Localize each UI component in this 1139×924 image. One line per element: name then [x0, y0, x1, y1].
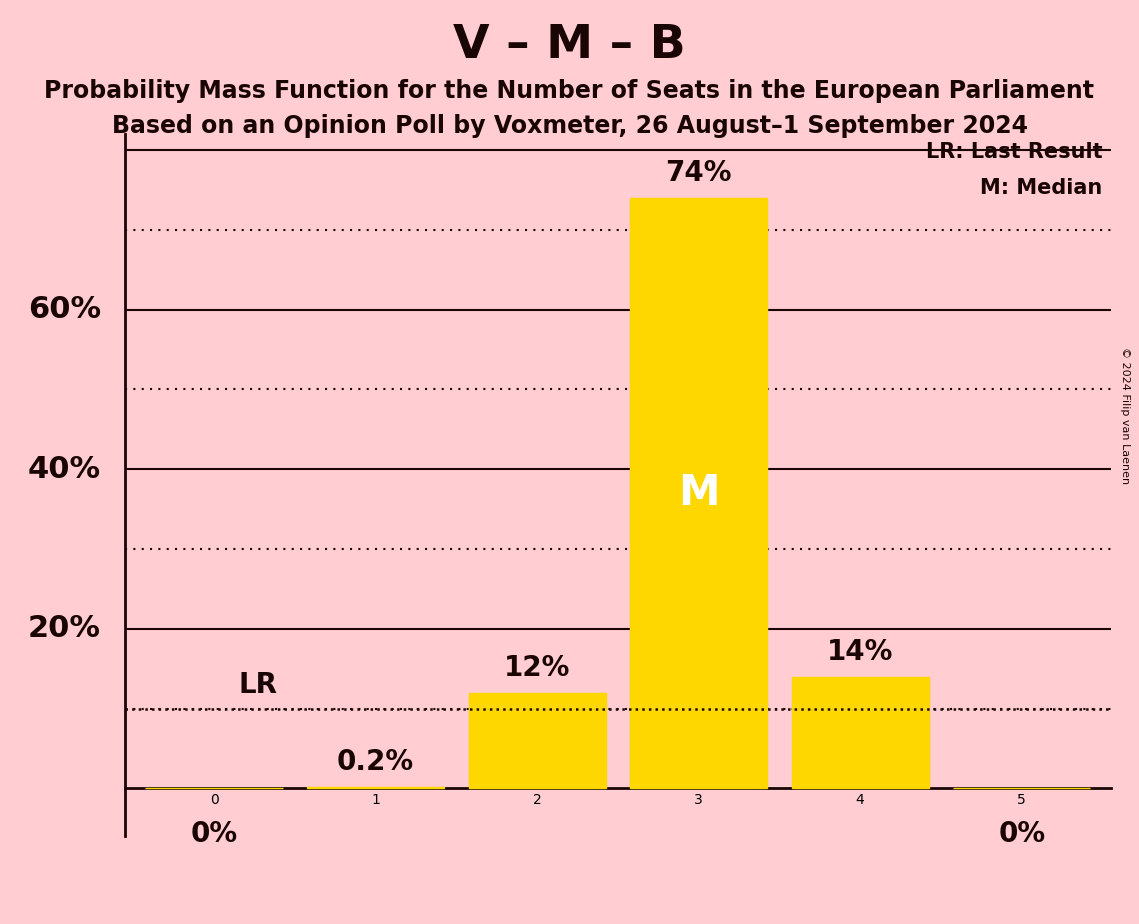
Text: 0%: 0%	[190, 821, 238, 848]
Text: 60%: 60%	[28, 295, 101, 324]
Text: LR: LR	[238, 671, 278, 699]
Text: LR: Last Result: LR: Last Result	[926, 142, 1103, 162]
Text: 12%: 12%	[503, 654, 571, 682]
Text: Probability Mass Function for the Number of Seats in the European Parliament: Probability Mass Function for the Number…	[44, 79, 1095, 103]
Text: M: Median: M: Median	[981, 177, 1103, 198]
Bar	[630, 198, 768, 788]
Text: 74%: 74%	[665, 160, 732, 188]
Text: M: M	[678, 472, 720, 514]
Bar	[468, 693, 606, 788]
Text: 0%: 0%	[998, 821, 1046, 848]
Text: V – M – B: V – M – B	[453, 23, 686, 68]
Text: © 2024 Filip van Laenen: © 2024 Filip van Laenen	[1121, 347, 1130, 484]
Text: 0.2%: 0.2%	[337, 748, 415, 776]
Text: 14%: 14%	[827, 638, 893, 666]
Bar	[792, 676, 928, 788]
Text: 40%: 40%	[28, 455, 101, 483]
Text: 20%: 20%	[28, 614, 101, 643]
Bar	[308, 786, 444, 788]
Text: Based on an Opinion Poll by Voxmeter, 26 August–1 September 2024: Based on an Opinion Poll by Voxmeter, 26…	[112, 114, 1027, 138]
